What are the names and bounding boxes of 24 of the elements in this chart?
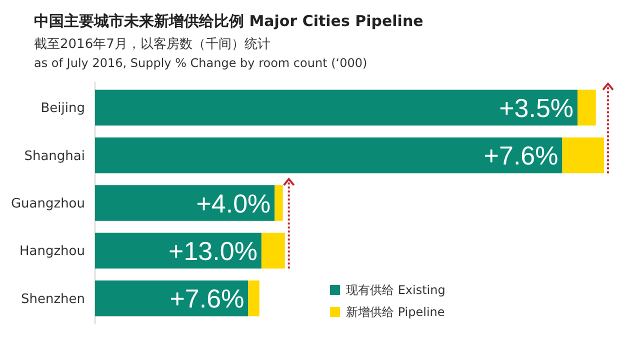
annotation: +3.5% xyxy=(499,93,574,124)
bar xyxy=(95,232,262,269)
bar xyxy=(95,185,275,221)
chart-subtitle: 截至2016年7月，以客房数（千间）统计 as of July 2016, Supply % Change by room count (‘000) xyxy=(34,36,368,70)
bar xyxy=(95,137,562,174)
bar xyxy=(562,137,604,174)
bar xyxy=(261,232,285,269)
bar xyxy=(95,90,578,126)
bar xyxy=(578,90,596,126)
bar xyxy=(274,185,283,221)
y-tick-label: Hangzhou xyxy=(20,244,85,260)
legend-label: 现有供给 Existing xyxy=(346,283,446,298)
legend-label: 新增供给 Pipeline xyxy=(346,305,445,320)
annotation: +7.6% xyxy=(484,140,558,171)
annotation: +13.0% xyxy=(168,236,258,266)
chart-title: 中国主要城市未来新增供给比例 Major Cities Pipeline xyxy=(34,12,424,30)
y-tick-label: Guangzhou xyxy=(10,196,85,212)
annotation: +7.6% xyxy=(170,284,244,314)
y-tick-label: Shenzhen xyxy=(20,292,85,307)
y-tick-label: Beijing xyxy=(40,101,85,116)
bar xyxy=(95,280,248,316)
annotation: +4.0% xyxy=(196,188,271,218)
y-tick-label: Shanghai xyxy=(24,148,85,164)
bar xyxy=(248,280,260,316)
